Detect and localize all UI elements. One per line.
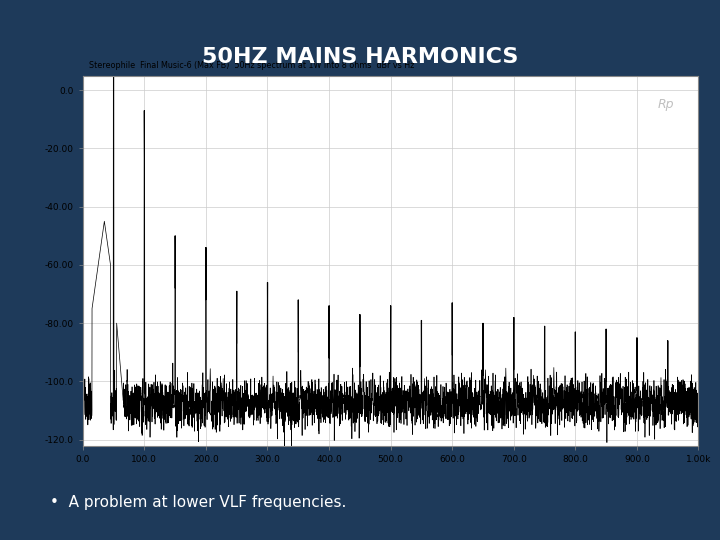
Text: Stereophile  Final Music-6 (Max FB)  50Hz spectrum at 1W into 8 ohms  dBr vs Hz: Stereophile Final Music-6 (Max FB) 50Hz … bbox=[89, 61, 414, 70]
Text: Rp: Rp bbox=[657, 98, 674, 111]
Text: •  A problem at lower VLF frequencies.: • A problem at lower VLF frequencies. bbox=[50, 495, 347, 510]
Text: 50HZ MAINS HARMONICS: 50HZ MAINS HARMONICS bbox=[202, 46, 518, 67]
